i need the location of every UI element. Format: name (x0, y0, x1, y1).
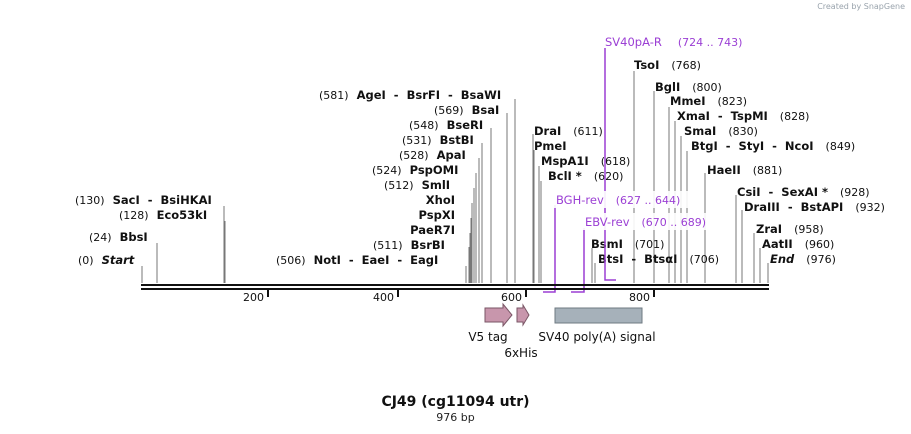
site-drai[interactable]: DraI (611) (534, 124, 603, 138)
feature-v5-tag[interactable]: V5 tag (468, 302, 513, 344)
site-smai[interactable]: SmaI (830) (684, 124, 758, 138)
map-length: 976 bp (436, 411, 475, 424)
site-xmai[interactable]: XmaI - TspMI (828) (677, 109, 809, 123)
site-bcli[interactable]: BclI * (620) (548, 169, 623, 183)
site-bseri[interactable]: (548) BseRI (409, 118, 483, 132)
primer-bgh-rev[interactable]: BGH-rev (627 .. 644) (543, 191, 688, 293)
svg-text:V5 tag: V5 tag (468, 330, 507, 344)
svg-text:SV40pA-R(724 .. 743): SV40pA-R (724 .. 743) (605, 35, 742, 49)
snapgene-credit: Created by SnapGene (817, 2, 905, 11)
site-bsmi[interactable]: BsmI (701) (591, 237, 664, 251)
site-noti[interactable]: (506) NotI - EaeI - EagI (276, 253, 438, 267)
primer-sv40pa-r[interactable]: SV40pA-R (724 .. 743) (604, 35, 742, 281)
site-end[interactable]: End (976) (770, 252, 836, 266)
site-agei[interactable]: (581) AgeI - BsrFI - BsaWI (319, 88, 501, 102)
site-saci[interactable]: (130) SacI - BsiHKAI (75, 193, 212, 207)
site-zrai[interactable]: ZraI (958) (756, 222, 824, 236)
site-bsrbi[interactable]: (511) BsrBI (373, 238, 445, 252)
feature-6xhis[interactable]: 6xHis (504, 303, 538, 360)
svg-text:EBV-rev(670 .. 689): EBV-rev (670 .. 689) (585, 215, 706, 229)
site-start[interactable]: (0) Start (78, 253, 135, 267)
site-bbsi[interactable]: (24) BbsI (89, 230, 148, 244)
primer-ebv-rev[interactable]: EBV-rev (670 .. 689) (571, 213, 714, 293)
site-draiii[interactable]: DraIII - BstAPI (932) (744, 200, 885, 214)
tick-200: 200 (243, 291, 264, 304)
site-eco53ki[interactable]: (128) Eco53kI (119, 208, 207, 222)
scale-ticks: 200 400 600 800 (243, 290, 655, 304)
site-labels: (0) Start (24) BbsI (128) Eco53kI (130) SacI… (75, 58, 885, 267)
features: V5 tag 6xHis SV40 poly(A) signal (468, 302, 656, 360)
svg-text:SV40 poly(A) signal: SV40 poly(A) signal (538, 330, 655, 344)
site-smli[interactable]: (512) SmlI (384, 178, 450, 192)
site-pmei[interactable]: PmeI (534, 139, 567, 153)
tick-600: 600 (501, 291, 522, 304)
site-pspxi[interactable]: PspXI (419, 208, 455, 222)
site-btgi[interactable]: BtgI - StyI - NcoI (849) (691, 139, 855, 153)
feature-sv40-polya[interactable]: SV40 poly(A) signal (538, 307, 656, 344)
site-mspa1i[interactable]: MspA1I (618) (541, 154, 630, 168)
site-haeii[interactable]: HaeII (881) (707, 163, 782, 177)
primers: SV40pA-R (724 .. 743) BGH-rev (627 .. 644)… (543, 35, 742, 293)
map-title: CJ49 (cg11094 utr) (381, 394, 530, 410)
site-bsai[interactable]: (569) BsaI (434, 103, 499, 117)
site-btsi[interactable]: BtsI - BtsαI (706) (598, 252, 719, 266)
site-mmei[interactable]: MmeI (823) (670, 94, 747, 108)
site-bgli[interactable]: BglI (800) (655, 80, 722, 94)
svg-text:6xHis: 6xHis (504, 346, 537, 360)
site-apai[interactable]: (528) ApaI (399, 148, 466, 162)
site-xhoi[interactable]: XhoI (426, 193, 455, 207)
site-paer7i[interactable]: PaeR7I (410, 223, 455, 237)
dna-backbone (141, 284, 769, 290)
site-aatii[interactable]: AatII (960) (762, 237, 834, 251)
svg-text:BGH-rev(627 .. 644): BGH-rev (627 .. 644) (556, 193, 680, 207)
tick-800: 800 (629, 291, 650, 304)
tick-400: 400 (373, 291, 394, 304)
site-bstbi[interactable]: (531) BstBI (402, 133, 474, 147)
site-pspomi[interactable]: (524) PspOMI (372, 163, 458, 177)
site-tsoi[interactable]: TsoI (768) (634, 58, 701, 72)
site-csii[interactable]: CsiI - SexAI * (928) (737, 185, 870, 199)
